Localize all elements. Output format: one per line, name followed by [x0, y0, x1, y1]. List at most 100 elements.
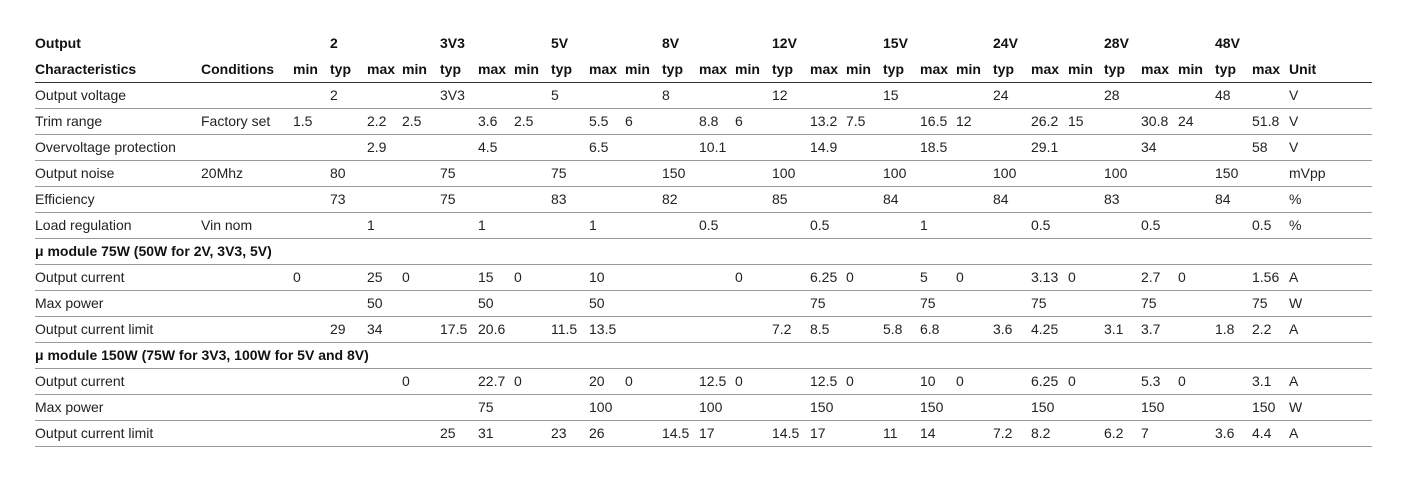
row-value: 22.7	[478, 373, 506, 389]
row-value: 2.9	[367, 139, 387, 155]
row-value: 75	[1141, 295, 1157, 311]
subheader: min	[402, 61, 427, 77]
voltage-header: 8V	[662, 35, 680, 51]
row-value: 48	[1215, 87, 1231, 103]
row-value: 6	[625, 113, 633, 129]
row-label: Overvoltage protection	[35, 139, 176, 155]
row-value: 1.5	[293, 113, 313, 129]
row-value: 17	[810, 425, 826, 441]
row-value: 0	[1068, 269, 1076, 285]
row-value: 2.7	[1141, 269, 1161, 285]
row-value: 34	[1141, 139, 1157, 155]
row-rule	[35, 238, 1372, 239]
row-value: 150	[920, 399, 944, 415]
row-value: 75	[440, 165, 456, 181]
row-value: 51.8	[1252, 113, 1280, 129]
row-value: 58	[1252, 139, 1268, 155]
row-value: 10	[589, 269, 605, 285]
row-value: 6.25	[810, 269, 838, 285]
row-unit: A	[1289, 269, 1299, 285]
subheader: max	[478, 61, 507, 77]
row-value: 84	[1215, 191, 1231, 207]
subheader: max	[810, 61, 839, 77]
voltage-header: 2	[330, 35, 338, 51]
row-value: 84	[993, 191, 1009, 207]
row-value: 12.5	[810, 373, 838, 389]
subheader: typ	[883, 61, 904, 77]
row-label: Output current limit	[35, 425, 154, 441]
voltage-header: 5V	[551, 35, 569, 51]
row-value: 75	[1031, 295, 1047, 311]
row-rule	[35, 394, 1372, 395]
row-value: 20	[589, 373, 605, 389]
row-value: 6.25	[1031, 373, 1059, 389]
subheader: typ	[1104, 61, 1125, 77]
row-conditions: Factory set	[201, 113, 271, 129]
row-value: 0	[956, 373, 964, 389]
row-value: 12	[956, 113, 972, 129]
row-value: 150	[810, 399, 834, 415]
row-conditions: 20Mhz	[201, 165, 244, 181]
subheader: min	[735, 61, 760, 77]
row-value: 1	[367, 217, 375, 233]
row-value: 0	[735, 269, 743, 285]
row-rule	[35, 264, 1372, 265]
subheader: min	[1068, 61, 1093, 77]
row-value: 0	[402, 269, 410, 285]
row-value: 0	[846, 373, 854, 389]
row-value: 0.5	[699, 217, 719, 233]
row-value: 10	[920, 373, 936, 389]
row-value: 75	[478, 399, 494, 415]
row-value: 2	[330, 87, 338, 103]
row-value: 25	[367, 269, 383, 285]
row-value: 100	[772, 165, 796, 181]
row-value: 50	[367, 295, 383, 311]
row-value: 24	[1178, 113, 1194, 129]
row-value: 2.5	[402, 113, 422, 129]
row-rule	[35, 446, 1372, 447]
row-value: 5	[551, 87, 559, 103]
row-value: 14	[920, 425, 936, 441]
row-value: 75	[810, 295, 826, 311]
row-rule	[35, 186, 1372, 187]
subheader: min	[293, 61, 318, 77]
row-value: 0	[1068, 373, 1076, 389]
section-title: μ module 150W (75W for 3V3, 100W for 5V …	[35, 347, 369, 363]
row-value: 25	[440, 425, 456, 441]
voltage-header: 24V	[993, 35, 1018, 51]
row-value: 8.5	[810, 321, 830, 337]
row-label: Output current limit	[35, 321, 154, 337]
row-value: 7.5	[846, 113, 866, 129]
row-value: 15	[478, 269, 494, 285]
row-value: 20.6	[478, 321, 506, 337]
voltage-header: 28V	[1104, 35, 1129, 51]
row-rule	[35, 368, 1372, 369]
row-label: Efficiency	[35, 191, 95, 207]
row-value: 84	[883, 191, 899, 207]
row-value: 0	[735, 373, 743, 389]
row-value: 6.8	[920, 321, 940, 337]
subheader: min	[846, 61, 871, 77]
voltage-header: 15V	[883, 35, 908, 51]
row-rule	[35, 316, 1372, 317]
row-unit: V	[1289, 139, 1299, 155]
subheader: typ	[1215, 61, 1236, 77]
row-value: 14.5	[772, 425, 800, 441]
row-value: 0	[402, 373, 410, 389]
row-rule	[35, 420, 1372, 421]
header-unit: Unit	[1289, 61, 1317, 77]
row-unit: V	[1289, 87, 1299, 103]
row-value: 0.5	[1031, 217, 1051, 233]
row-value: 17.5	[440, 321, 468, 337]
row-value: 12	[772, 87, 788, 103]
row-rule	[35, 108, 1372, 109]
row-value: 0.5	[1252, 217, 1272, 233]
row-value: 100	[993, 165, 1017, 181]
row-value: 29.1	[1031, 139, 1059, 155]
subheader: max	[367, 61, 396, 77]
row-value: 2.2	[367, 113, 387, 129]
subheader: typ	[662, 61, 683, 77]
row-value: 75	[440, 191, 456, 207]
row-value: 73	[330, 191, 346, 207]
